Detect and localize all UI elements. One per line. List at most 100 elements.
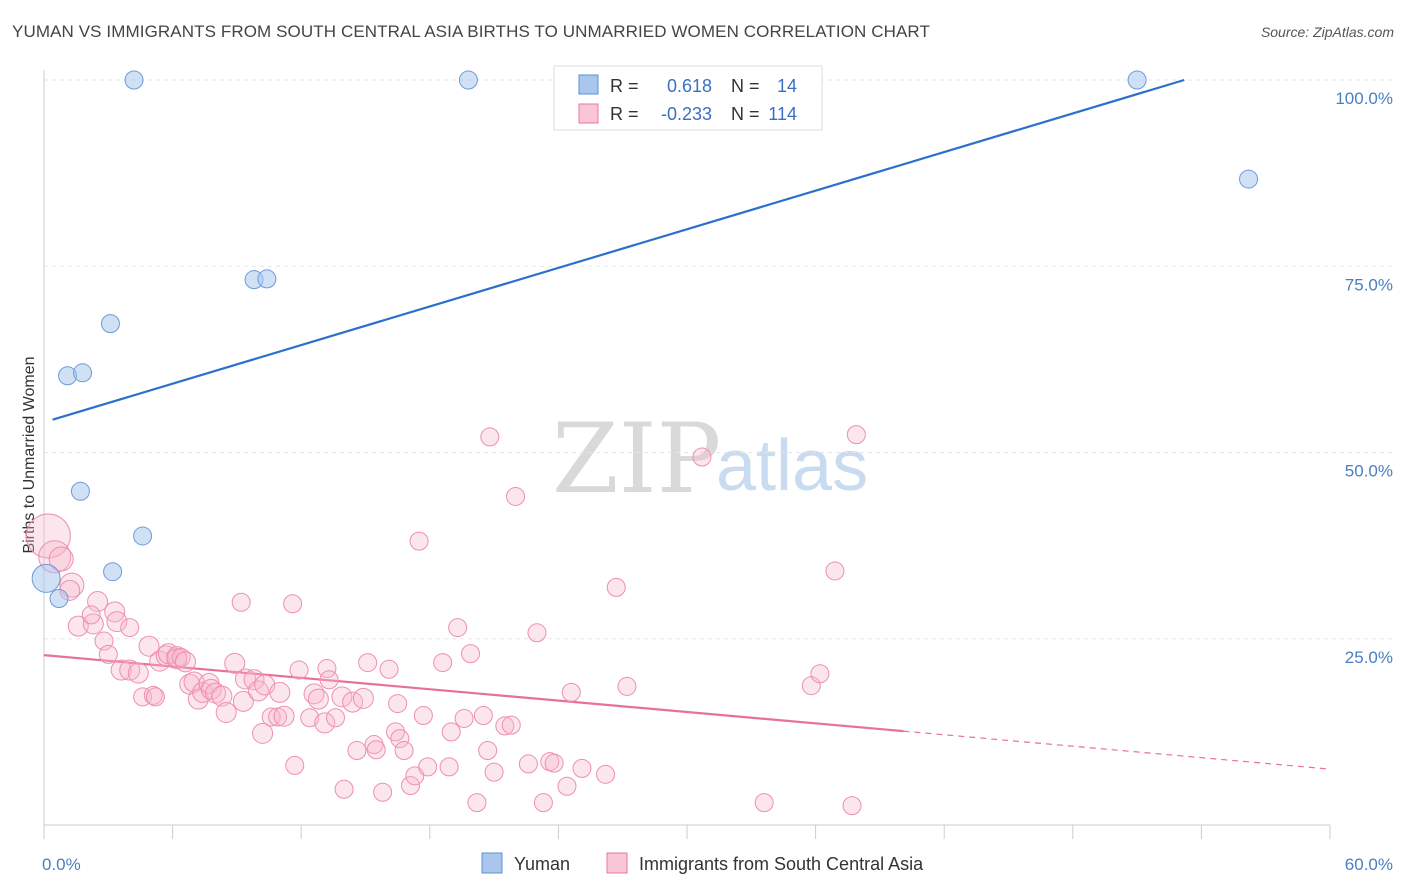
- point-immigrants: [325, 708, 345, 728]
- point-immigrants: [211, 685, 233, 707]
- trend-lines: [43, 78, 1331, 770]
- point-immigrants: [692, 447, 712, 467]
- point-immigrants: [439, 757, 459, 777]
- point-immigrants: [506, 486, 526, 506]
- stats-legend: R = 0.618 N = 14 R = -0.233 N = 114: [553, 65, 823, 131]
- trend-line-yuman: [52, 78, 1185, 421]
- series-immigrants-points: [25, 425, 866, 816]
- x-tick-label-0: 0.0%: [42, 855, 81, 874]
- point-immigrants: [409, 531, 429, 551]
- y-axis-label: Births to Unmarried Women: [21, 356, 38, 553]
- point-immigrants: [418, 757, 438, 777]
- point-immigrants: [224, 652, 246, 674]
- point-immigrants: [81, 605, 101, 625]
- point-immigrants: [754, 793, 774, 813]
- legend-swatch-yuman: [578, 74, 599, 95]
- point-immigrants: [273, 705, 295, 727]
- point-yuman: [103, 562, 123, 582]
- point-immigrants: [441, 722, 461, 742]
- point-immigrants: [252, 722, 274, 744]
- legend-r-value-immigrants: -0.233: [661, 104, 712, 124]
- point-yuman: [133, 526, 153, 546]
- axes: [43, 70, 1331, 839]
- point-immigrants: [596, 764, 616, 784]
- y-tick-label-2: 75.0%: [1345, 275, 1393, 294]
- point-immigrants: [846, 425, 866, 445]
- watermark: ZIP atlas: [552, 403, 868, 515]
- series-legend-swatch-yuman: [481, 852, 503, 874]
- series-legend-swatch-immigrants: [606, 852, 628, 874]
- legend-n-value-immigrants: 114: [768, 104, 797, 124]
- legend-n-label-immigrants: N =: [731, 104, 760, 124]
- point-immigrants: [171, 647, 191, 667]
- point-immigrants: [480, 427, 500, 447]
- point-immigrants: [314, 712, 336, 734]
- point-immigrants: [448, 618, 468, 638]
- point-yuman: [49, 589, 69, 609]
- point-immigrants: [478, 741, 498, 760]
- y-tick-label-3: 100.0%: [1335, 89, 1393, 108]
- point-immigrants: [300, 708, 320, 728]
- point-yuman: [1127, 70, 1147, 90]
- point-immigrants: [557, 776, 577, 796]
- point-immigrants: [454, 708, 474, 728]
- point-immigrants: [110, 659, 132, 681]
- x-tick-labels: 0.0% 60.0%: [42, 855, 1393, 874]
- series-legend: Yuman Immigrants from South Central Asia: [481, 852, 924, 874]
- point-immigrants: [232, 690, 254, 712]
- legend-r-label-immigrants: R =: [610, 104, 639, 124]
- legend-box: [553, 65, 823, 131]
- point-immigrants: [138, 635, 160, 657]
- point-immigrants: [334, 779, 354, 799]
- point-immigrants: [358, 653, 378, 673]
- point-immigrants: [283, 594, 303, 614]
- point-immigrants: [215, 702, 237, 724]
- legend-n-label-yuman: N =: [731, 76, 760, 96]
- point-immigrants: [501, 715, 521, 735]
- series-legend-label-immigrants: Immigrants from South Central Asia: [639, 854, 924, 874]
- point-immigrants: [119, 659, 141, 681]
- trend-line-immigrants: [43, 654, 904, 733]
- point-immigrants: [289, 660, 309, 680]
- point-yuman: [73, 363, 93, 383]
- point-immigrants: [59, 572, 85, 598]
- point-immigrants: [544, 753, 564, 773]
- point-immigrants: [379, 659, 399, 679]
- point-immigrants: [810, 664, 830, 684]
- series-yuman-points: [31, 70, 1259, 609]
- chart-title: YUMAN VS IMMIGRANTS FROM SOUTH CENTRAL A…: [12, 22, 930, 41]
- source-credit: Source: ZipAtlas.com: [1260, 24, 1394, 40]
- point-immigrants: [433, 653, 453, 673]
- point-immigrants: [247, 680, 269, 702]
- point-immigrants: [98, 644, 118, 664]
- point-immigrants: [388, 694, 408, 714]
- point-yuman: [124, 70, 144, 90]
- point-immigrants: [842, 796, 862, 816]
- point-yuman: [257, 269, 277, 289]
- point-immigrants: [307, 688, 329, 710]
- y-tick-label-1: 50.0%: [1345, 462, 1393, 481]
- point-immigrants: [473, 705, 493, 725]
- point-immigrants: [561, 682, 581, 702]
- point-immigrants: [394, 741, 414, 760]
- watermark-atlas: atlas: [716, 426, 868, 506]
- x-tick-label-1: 60.0%: [1345, 855, 1393, 874]
- point-immigrants: [401, 776, 421, 796]
- point-immigrants: [166, 648, 188, 670]
- point-immigrants: [518, 754, 538, 774]
- point-immigrants: [347, 741, 367, 760]
- point-immigrants: [331, 686, 353, 708]
- point-immigrants: [527, 623, 547, 643]
- point-immigrants: [319, 670, 339, 690]
- point-yuman: [31, 563, 61, 593]
- point-immigrants: [200, 678, 222, 700]
- point-immigrants: [825, 561, 845, 581]
- y-tick-label-0: 25.0%: [1345, 648, 1393, 667]
- point-yuman: [1239, 169, 1259, 189]
- point-immigrants: [617, 676, 637, 696]
- point-yuman: [458, 70, 478, 90]
- legend-n-value-yuman: 14: [777, 76, 797, 96]
- point-immigrants: [373, 782, 393, 802]
- point-yuman: [70, 481, 90, 501]
- point-immigrants: [285, 755, 305, 775]
